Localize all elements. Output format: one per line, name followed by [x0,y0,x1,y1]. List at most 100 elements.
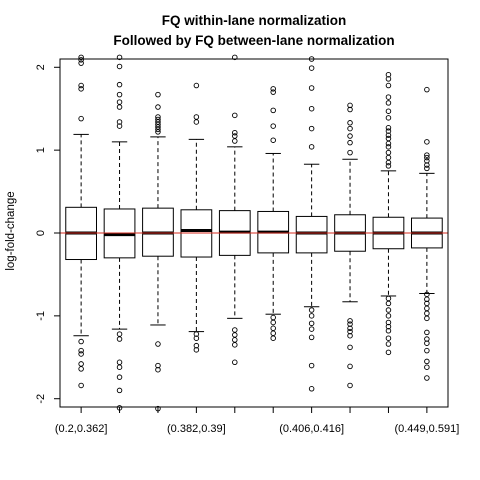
outlier-point [385,307,392,313]
outlier-point [193,82,200,89]
y-tick-label: 1 [35,147,47,153]
outlier-point [385,94,392,100]
outlier-point [385,323,392,330]
outlier-point [385,341,392,347]
outlier-point [232,337,238,343]
box-3 [180,82,213,353]
outlier-point [78,382,84,389]
outlier-point [424,310,430,317]
outlier-point [308,125,315,132]
outlier-point [116,119,123,125]
outlier-point [424,340,430,346]
outlier-point [424,364,430,370]
x-tick-label: (0.449,0.591] [394,423,459,435]
outlier-point [270,86,276,92]
outlier-point [308,362,315,369]
outlier-point [193,347,200,353]
outlier-point [347,328,353,335]
outlier-point [424,336,430,342]
outlier-point [308,105,315,112]
outlier-point [385,163,392,169]
outlier-point [424,296,430,303]
outlier-point [385,154,392,161]
outlier-point [385,132,392,138]
outlier-point [155,126,161,133]
outlier-point [385,76,392,82]
outlier-point [308,326,315,332]
outlier-point [232,327,238,333]
outlier-point [78,347,84,354]
outlier-point [193,331,200,337]
outlier-point [347,133,353,139]
outlier-point [347,149,353,156]
outlier-point [385,144,392,150]
outlier-point [116,374,123,380]
outlier-point [78,366,84,372]
outlier-point [270,89,276,95]
chart-subtitle: Followed by FQ between-lane normalizatio… [113,33,394,48]
outlier-point [116,99,123,105]
outlier-point [308,85,315,91]
outlier-point [385,159,392,166]
outlier-point [424,358,430,365]
outlier-point [308,65,315,71]
y-tick-label: -2 [35,394,47,404]
outlier-point [270,123,276,129]
outlier-point [155,341,161,347]
outlier-point [308,313,315,319]
outlier-point [385,349,392,356]
outlier-point [270,330,276,337]
outlier-point [78,60,84,66]
outlier-point [155,362,161,369]
outlier-point [385,115,392,121]
outlier-point [385,128,392,134]
outlier-point [270,314,276,321]
outlier-point [424,86,430,93]
outlier-point [270,325,276,332]
outlier-point [424,329,430,336]
outlier-point [232,129,238,136]
outlier-point [385,135,392,142]
outlier-point [385,149,392,156]
x-tick-label: (0.2,0.362] [55,423,108,435]
outlier-point [424,375,430,381]
box-6 [295,56,328,392]
outlier-point [155,129,161,135]
chart-title: FQ within-lane normalization [162,13,347,28]
outlier-point [308,144,315,150]
outlier-point [270,107,276,114]
outlier-point [424,139,430,145]
outlier-point [424,158,430,164]
outlier-point [270,137,276,143]
box-2 [142,91,174,412]
outlier-point [78,351,84,357]
outlier-point [116,331,123,337]
outlier-point [232,112,238,119]
outlier-point [385,313,392,319]
outlier-point [232,133,238,139]
outlier-point [78,54,84,61]
outlier-point [424,154,430,161]
outlier-point [385,295,392,302]
outlier-point [116,123,123,129]
outlier-point [347,363,353,370]
outlier-point [155,104,161,110]
outlier-point [347,321,353,327]
outlier-point [308,386,315,392]
box-7 [334,102,366,389]
outlier-point [385,125,392,131]
x-tick-label: (0.382,0.39] [167,423,226,435]
outlier-point [385,300,392,307]
outlier-point [232,332,238,338]
outlier-point [78,361,84,367]
outlier-point [347,106,353,113]
outlier-point [116,54,123,61]
y-axis-label: log-fold-change [5,191,17,270]
x-axis: (0.2,0.362] (0.382,0.39] (0.406,0.416] (0.4… [55,407,459,435]
outlier-point [385,335,392,341]
outlier-point [232,342,238,348]
outlier-point [347,139,353,146]
outlier-point [347,325,353,332]
outlier-point [385,82,392,89]
